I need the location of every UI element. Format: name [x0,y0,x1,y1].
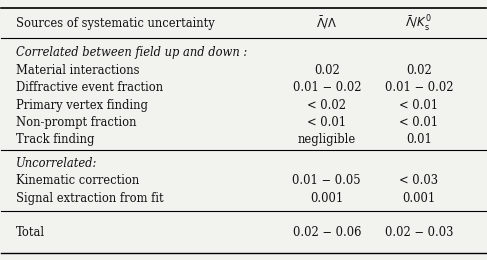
Text: $\bar{\Lambda}/\Lambda$: $\bar{\Lambda}/\Lambda$ [316,15,337,31]
Text: 0.02 − 0.03: 0.02 − 0.03 [385,226,453,239]
Text: Correlated between field up and down :: Correlated between field up and down : [16,46,247,59]
Text: Material interactions: Material interactions [16,63,139,76]
Text: Non-prompt fraction: Non-prompt fraction [16,116,136,129]
Text: 0.001: 0.001 [310,192,343,205]
Text: < 0.01: < 0.01 [307,116,346,129]
Text: negligible: negligible [298,133,356,146]
Text: Primary vertex finding: Primary vertex finding [16,99,148,112]
Text: < 0.01: < 0.01 [399,116,438,129]
Text: Uncorrelated:: Uncorrelated: [16,157,97,170]
Text: 0.02 − 0.06: 0.02 − 0.06 [293,226,361,239]
Text: Signal extraction from fit: Signal extraction from fit [16,192,164,205]
Text: 0.02: 0.02 [314,63,339,76]
Text: Kinematic correction: Kinematic correction [16,174,139,187]
Text: 0.01 − 0.02: 0.01 − 0.02 [293,81,361,94]
Text: 0.001: 0.001 [402,192,435,205]
Text: 0.02: 0.02 [406,63,431,76]
Text: Total: Total [16,226,45,239]
Text: < 0.01: < 0.01 [399,99,438,112]
Text: $\bar{\Lambda}/K^{0}_{\rm s}$: $\bar{\Lambda}/K^{0}_{\rm s}$ [406,13,432,33]
Text: < 0.02: < 0.02 [307,99,346,112]
Text: 0.01 − 0.05: 0.01 − 0.05 [293,174,361,187]
Text: Sources of systematic uncertainty: Sources of systematic uncertainty [16,17,215,30]
Text: Track finding: Track finding [16,133,94,146]
Text: < 0.03: < 0.03 [399,174,438,187]
Text: 0.01 − 0.02: 0.01 − 0.02 [385,81,453,94]
Text: Diffractive event fraction: Diffractive event fraction [16,81,163,94]
Text: 0.01: 0.01 [406,133,432,146]
